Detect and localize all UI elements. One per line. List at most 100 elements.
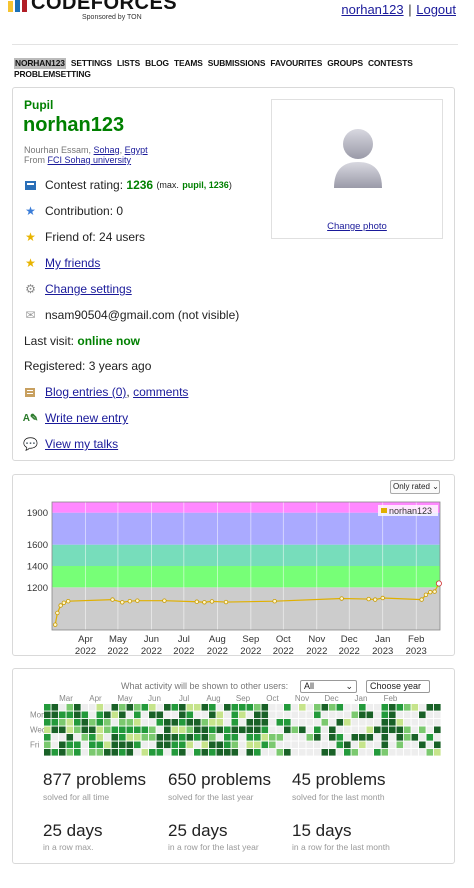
heatmap-day-cell[interactable] xyxy=(44,749,51,756)
heatmap-day-cell[interactable] xyxy=(89,719,96,726)
heatmap-day-cell[interactable] xyxy=(426,704,434,711)
heatmap-day-cell[interactable] xyxy=(396,741,404,749)
heatmap-day-cell[interactable] xyxy=(74,734,81,741)
heatmap-day-cell[interactable] xyxy=(96,719,104,726)
heatmap-day-cell[interactable] xyxy=(426,734,434,741)
heatmap-day-cell[interactable] xyxy=(44,726,51,734)
heatmap-day-cell[interactable] xyxy=(59,726,66,734)
heatmap-day-cell[interactable] xyxy=(344,726,351,734)
heatmap-day-cell[interactable] xyxy=(119,734,126,741)
heatmap-day-cell[interactable] xyxy=(59,749,66,756)
heatmap-day-cell[interactable] xyxy=(126,704,134,711)
heatmap-day-cell[interactable] xyxy=(411,719,419,726)
heatmap-day-cell[interactable] xyxy=(291,704,299,711)
rating-point[interactable] xyxy=(435,580,442,587)
heatmap-day-cell[interactable] xyxy=(111,726,119,734)
heatmap-day-cell[interactable] xyxy=(389,749,396,756)
heatmap-day-cell[interactable] xyxy=(314,749,321,756)
heatmap-day-cell[interactable] xyxy=(141,749,149,756)
heatmap-day-cell[interactable] xyxy=(66,719,74,726)
heatmap-day-cell[interactable] xyxy=(246,741,254,749)
heatmap-day-cell[interactable] xyxy=(59,719,66,726)
heatmap-day-cell[interactable] xyxy=(156,741,164,749)
heatmap-day-cell[interactable] xyxy=(359,719,366,726)
heatmap-day-cell[interactable] xyxy=(156,711,164,719)
heatmap-day-cell[interactable] xyxy=(404,734,411,741)
rating-point[interactable] xyxy=(55,610,60,616)
heatmap-day-cell[interactable] xyxy=(261,741,269,749)
heatmap-day-cell[interactable] xyxy=(81,726,89,734)
heatmap-day-cell[interactable] xyxy=(74,719,81,726)
rating-point[interactable] xyxy=(428,589,433,595)
heatmap-day-cell[interactable] xyxy=(321,749,329,756)
organization-link[interactable]: FCI Sohag university xyxy=(47,155,132,165)
rating-point[interactable] xyxy=(223,599,229,605)
heatmap-day-cell[interactable] xyxy=(104,726,111,734)
heatmap-day-cell[interactable] xyxy=(231,726,239,734)
heatmap-day-cell[interactable] xyxy=(156,749,164,756)
heatmap-day-cell[interactable] xyxy=(81,741,89,749)
heatmap-day-cell[interactable] xyxy=(299,711,306,719)
heatmap-day-cell[interactable] xyxy=(389,734,396,741)
heatmap-day-cell[interactable] xyxy=(366,741,374,749)
heatmap-day-cell[interactable] xyxy=(426,719,434,726)
heatmap-day-cell[interactable] xyxy=(269,726,276,734)
activity-scope-select[interactable]: All ⌄ xyxy=(300,680,357,693)
heatmap-day-cell[interactable] xyxy=(269,719,276,726)
nav-tab-submissions[interactable]: SUBMISSIONS xyxy=(207,58,266,68)
heatmap-day-cell[interactable] xyxy=(291,741,299,749)
heatmap-day-cell[interactable] xyxy=(134,726,141,734)
heatmap-day-cell[interactable] xyxy=(149,726,156,734)
heatmap-day-cell[interactable] xyxy=(329,749,336,756)
heatmap-day-cell[interactable] xyxy=(329,734,336,741)
heatmap-day-cell[interactable] xyxy=(134,749,141,756)
heatmap-day-cell[interactable] xyxy=(389,741,396,749)
heatmap-day-cell[interactable] xyxy=(44,741,51,749)
heatmap-day-cell[interactable] xyxy=(194,726,201,734)
heatmap-day-cell[interactable] xyxy=(299,704,306,711)
rating-point[interactable] xyxy=(194,599,200,604)
heatmap-day-cell[interactable] xyxy=(126,711,134,719)
heatmap-day-cell[interactable] xyxy=(404,741,411,749)
heatmap-day-cell[interactable] xyxy=(119,711,126,719)
heatmap-day-cell[interactable] xyxy=(104,749,111,756)
heatmap-day-cell[interactable] xyxy=(366,704,374,711)
heatmap-day-cell[interactable] xyxy=(66,704,74,711)
heatmap-day-cell[interactable] xyxy=(426,726,434,734)
country-link[interactable]: Egypt xyxy=(124,145,148,155)
heatmap-day-cell[interactable] xyxy=(246,704,254,711)
heatmap-day-cell[interactable] xyxy=(186,704,194,711)
heatmap-day-cell[interactable] xyxy=(419,704,426,711)
heatmap-day-cell[interactable] xyxy=(186,734,194,741)
heatmap-day-cell[interactable] xyxy=(179,734,186,741)
heatmap-day-cell[interactable] xyxy=(179,711,186,719)
heatmap-day-cell[interactable] xyxy=(261,704,269,711)
heatmap-day-cell[interactable] xyxy=(119,704,126,711)
heatmap-day-cell[interactable] xyxy=(171,704,179,711)
heatmap-day-cell[interactable] xyxy=(209,704,216,711)
heatmap-day-cell[interactable] xyxy=(231,711,239,719)
rating-point[interactable] xyxy=(272,598,277,604)
heatmap-day-cell[interactable] xyxy=(104,741,111,749)
heatmap-day-cell[interactable] xyxy=(411,704,419,711)
heatmap-day-cell[interactable] xyxy=(344,711,351,719)
heatmap-day-cell[interactable] xyxy=(299,719,306,726)
heatmap-day-cell[interactable] xyxy=(434,719,441,726)
heatmap-day-cell[interactable] xyxy=(66,726,74,734)
heatmap-day-cell[interactable] xyxy=(209,719,216,726)
heatmap-day-cell[interactable] xyxy=(201,704,209,711)
heatmap-day-cell[interactable] xyxy=(351,741,359,749)
rating-point[interactable] xyxy=(162,598,167,603)
heatmap-day-cell[interactable] xyxy=(254,704,261,711)
heatmap-day-cell[interactable] xyxy=(374,704,381,711)
heatmap-day-cell[interactable] xyxy=(104,704,111,711)
rating-point[interactable] xyxy=(135,598,140,603)
heatmap-day-cell[interactable] xyxy=(104,734,111,741)
heatmap-day-cell[interactable] xyxy=(351,711,359,719)
heatmap-day-cell[interactable] xyxy=(201,719,209,726)
heatmap-day-cell[interactable] xyxy=(51,734,59,741)
heatmap-day-cell[interactable] xyxy=(381,726,389,734)
heatmap-day-cell[interactable] xyxy=(209,734,216,741)
rating-point[interactable] xyxy=(53,622,58,627)
write-new-entry-link[interactable]: Write new entry xyxy=(45,411,129,425)
